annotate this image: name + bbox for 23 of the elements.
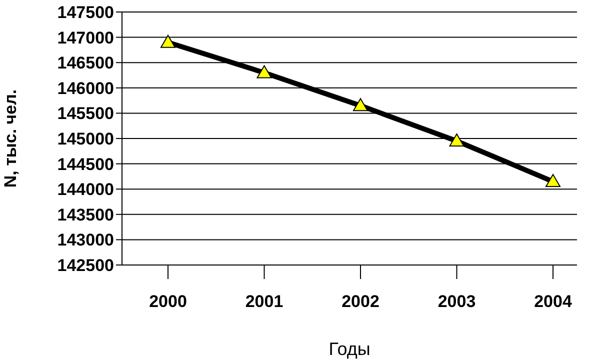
point (449, 134, 464, 147)
y-tick-label: 147500 (57, 3, 114, 22)
y-tick-label: 145000 (57, 130, 114, 149)
y-axis-title: N, тыс. чел. (1, 89, 20, 188)
x-tick-label: 2003 (438, 292, 476, 312)
y-tick-label: 143000 (57, 230, 114, 250)
x-tick-label: 2001 (245, 292, 284, 312)
point (160, 34, 176, 48)
y-tick-label: 146500 (57, 54, 114, 73)
point (353, 98, 368, 112)
y-tick-label: 143500 (57, 205, 114, 224)
y-tick-label: 142500 (57, 256, 114, 276)
x-tick-label: 2000 (149, 292, 187, 312)
x-axis-title: Годы (328, 339, 370, 359)
y-tick-label: 144000 (57, 180, 114, 200)
y-tick-label: 147000 (57, 28, 114, 48)
y-tick-label: 144500 (57, 154, 114, 174)
point (256, 65, 272, 78)
y-tick-label: 146000 (57, 78, 114, 98)
point (546, 174, 560, 188)
x-tick-label: 2002 (342, 292, 380, 312)
x-tick-label: 2004 (534, 292, 572, 312)
y-tick-label: 145500 (57, 104, 114, 124)
